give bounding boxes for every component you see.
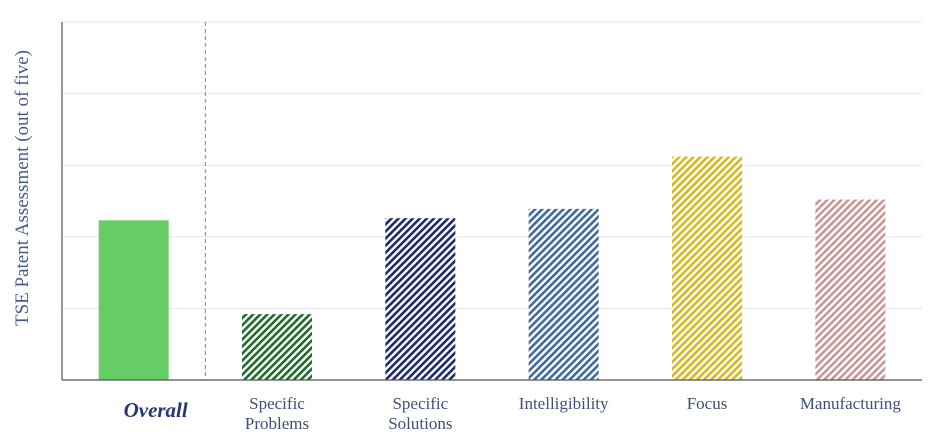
- bar-manufacturing: [815, 199, 886, 380]
- x-tick-label: Specific Solutions: [388, 394, 452, 433]
- bar-overall: [98, 220, 169, 380]
- x-tick-labels: Overall Specific Problems Specific Solutions…: [124, 394, 902, 433]
- bar-specific-problems: [242, 314, 312, 380]
- axes: [61, 22, 922, 381]
- bar-specific-solutions: [385, 218, 456, 380]
- bar-intelligibility: [528, 208, 599, 380]
- x-tick-label: Overall: [124, 398, 188, 422]
- x-tick-label: Manufacturing: [800, 394, 902, 413]
- x-tick-label: Intelligibility: [519, 394, 609, 413]
- y-axis-title: TSE Patent Assessment (out of five): [12, 50, 33, 326]
- gridlines: [62, 21, 922, 309]
- x-tick-label: Focus: [687, 394, 728, 413]
- bars: [98, 156, 886, 380]
- x-tick-label: Specific Problems: [245, 394, 309, 433]
- bar-focus: [672, 156, 742, 380]
